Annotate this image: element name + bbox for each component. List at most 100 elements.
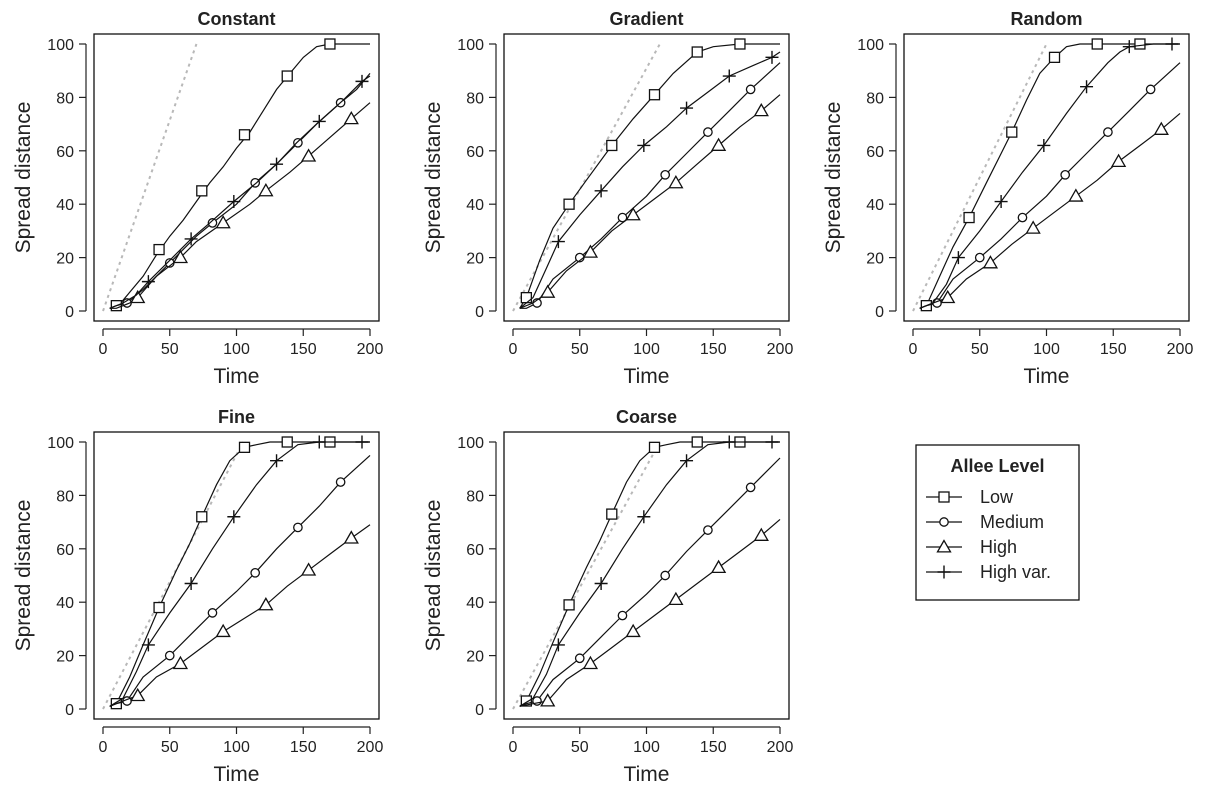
y-tick-label: 0 bbox=[65, 304, 74, 321]
data-point-low bbox=[520, 291, 532, 304]
panel-constant: Constant 0 50 100 150 200 Time 0 20 40 60 80 100 Spre… bbox=[12, 9, 383, 388]
series-low bbox=[109, 436, 370, 710]
data-point-medium bbox=[745, 84, 756, 95]
data-point-high-var bbox=[637, 138, 651, 152]
data-point-medium bbox=[1103, 127, 1113, 137]
x-tick-label: 50 bbox=[161, 739, 179, 756]
data-point-high-var bbox=[141, 638, 155, 652]
data-point-medium bbox=[1145, 84, 1156, 95]
data-point-high bbox=[753, 527, 769, 541]
series-high-var bbox=[109, 74, 371, 309]
data-point-low bbox=[1048, 51, 1061, 63]
y-axis-label: Spread distance bbox=[822, 102, 845, 254]
data-point-high bbox=[215, 623, 231, 638]
legend-box bbox=[915, 444, 1080, 601]
panel-title: Coarse bbox=[616, 407, 677, 427]
y-tick-label: 60 bbox=[56, 542, 74, 559]
y-tick-label: 0 bbox=[475, 304, 484, 321]
series-high bbox=[109, 102, 371, 309]
data-point-high bbox=[130, 687, 146, 702]
data-point-high-var bbox=[551, 638, 565, 652]
data-point-low bbox=[238, 129, 251, 141]
y-tick-label: 20 bbox=[466, 251, 484, 268]
x-axis-label: Time bbox=[214, 365, 260, 388]
x-tick-label: 0 bbox=[909, 341, 918, 358]
series-medium bbox=[109, 454, 371, 707]
data-point-high bbox=[172, 249, 189, 264]
y-tick-label: 100 bbox=[47, 435, 74, 452]
data-point-medium bbox=[164, 650, 175, 661]
legend-item-high: High bbox=[926, 537, 1017, 557]
y-tick-label: 60 bbox=[466, 542, 484, 559]
data-point-high bbox=[753, 102, 769, 117]
data-point-medium bbox=[1060, 169, 1071, 180]
reference-line bbox=[512, 441, 661, 710]
legend-marker-plus bbox=[937, 565, 951, 579]
x-tick-label: 50 bbox=[161, 341, 179, 358]
data-point-high-var bbox=[680, 101, 694, 115]
legend-item-high-var: High var. bbox=[926, 562, 1051, 582]
data-point-high-var bbox=[227, 195, 241, 209]
x-tick-label: 150 bbox=[700, 739, 727, 756]
series-line-low bbox=[519, 43, 780, 309]
data-point-medium bbox=[703, 127, 713, 137]
data-point-medium bbox=[293, 137, 303, 148]
data-point-high bbox=[625, 207, 641, 221]
data-point-high-var bbox=[312, 114, 326, 128]
data-point-medium bbox=[974, 252, 985, 263]
data-point-low bbox=[648, 89, 661, 101]
panel-title: Fine bbox=[218, 407, 255, 427]
panel-title: Gradient bbox=[609, 9, 683, 29]
data-point-high-var bbox=[355, 435, 369, 449]
panel-title: Constant bbox=[198, 9, 276, 29]
data-point-high-var bbox=[1080, 80, 1094, 94]
y-tick-label: 80 bbox=[466, 488, 484, 505]
series-line-high bbox=[919, 112, 1181, 309]
x-tick-label: 100 bbox=[223, 341, 250, 358]
x-axis: 0 50 100 150 200 bbox=[509, 726, 794, 756]
data-point-high-var bbox=[270, 157, 284, 171]
data-point-low bbox=[1091, 38, 1103, 50]
x-tick-label: 200 bbox=[767, 739, 794, 756]
y-tick-label: 40 bbox=[56, 197, 74, 214]
data-point-medium bbox=[207, 608, 218, 618]
data-point-low bbox=[238, 441, 251, 453]
data-point-high-var bbox=[227, 510, 241, 524]
panel-fine: Fine 0 50 100 150 200 Time 0 20 40 60 80 100 Spread d… bbox=[12, 407, 383, 786]
x-tick-label: 0 bbox=[509, 739, 518, 756]
data-point-high-var bbox=[551, 235, 565, 249]
x-axis: 0 50 100 150 200 bbox=[99, 726, 383, 756]
x-tick-label: 100 bbox=[633, 341, 660, 358]
series-medium bbox=[519, 457, 781, 707]
x-tick-label: 50 bbox=[571, 739, 589, 756]
x-tick-label: 150 bbox=[290, 341, 317, 358]
data-point-high-var bbox=[722, 435, 736, 449]
data-point-high bbox=[668, 591, 684, 606]
data-point-medium bbox=[745, 482, 756, 493]
y-tick-label: 40 bbox=[466, 197, 484, 214]
data-point-medium bbox=[335, 477, 346, 487]
data-point-high bbox=[710, 137, 727, 151]
y-tick-label: 40 bbox=[56, 595, 74, 612]
x-tick-label: 150 bbox=[1100, 341, 1127, 358]
x-axis-label: Time bbox=[624, 365, 670, 388]
data-point-low bbox=[153, 243, 165, 256]
data-point-low bbox=[734, 38, 746, 50]
legend-title: Allee Level bbox=[950, 456, 1044, 476]
series-low bbox=[919, 38, 1180, 312]
series-line-high bbox=[519, 94, 781, 309]
series-high-var bbox=[519, 50, 781, 309]
y-tick-label: 0 bbox=[875, 304, 884, 321]
data-point-high-var bbox=[1037, 138, 1051, 152]
series-line-low bbox=[109, 43, 370, 309]
panel-coarse: Coarse 0 50 100 150 200 Time 0 20 40 60 80 100 Spread… bbox=[422, 407, 794, 786]
data-point-medium bbox=[703, 525, 713, 535]
data-point-high-var bbox=[994, 195, 1008, 209]
reference-line bbox=[512, 43, 661, 312]
series-high-var bbox=[919, 37, 1180, 309]
plot-frame bbox=[93, 431, 380, 720]
legend-label: Low bbox=[980, 487, 1014, 507]
y-tick-label: 60 bbox=[56, 144, 74, 161]
